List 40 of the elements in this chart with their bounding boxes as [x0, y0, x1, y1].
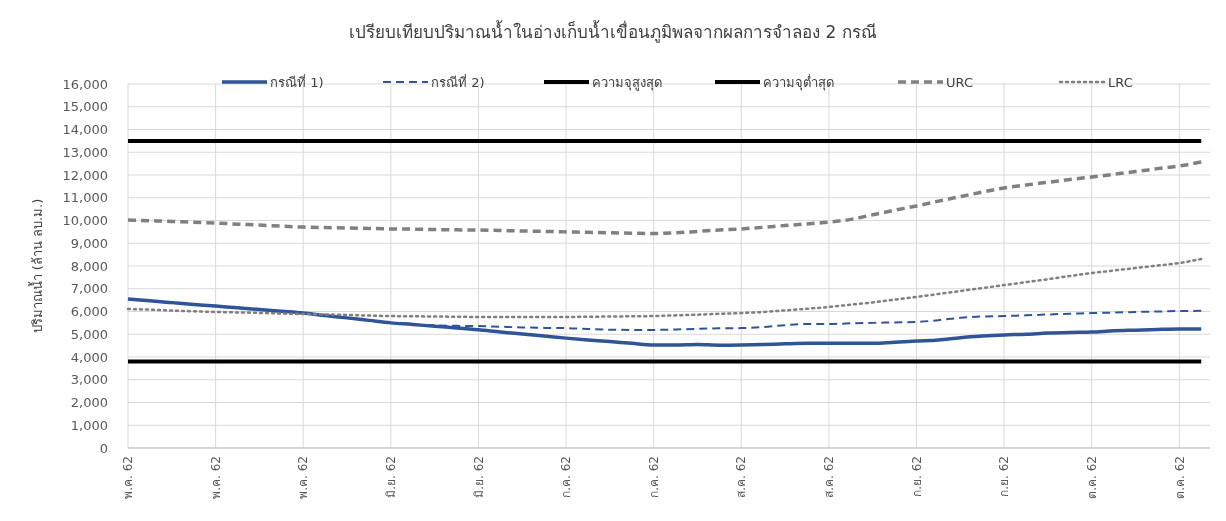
y-tick-label: 0	[99, 440, 108, 456]
x-tick-label: พ.ค. 62	[208, 456, 223, 499]
x-tick-label: ต.ค. 62	[1084, 456, 1099, 499]
y-tick-label: 2,000	[70, 395, 108, 411]
y-tick-label: 3,000	[70, 372, 108, 388]
chart-title: เปรียบเทียบปริมาณน้ำในอ่างเก็บน้ำเขื่อนภูมิพลจากผลการจำลอง 2 กรณี	[349, 20, 877, 43]
y-tick-label: 9,000	[70, 235, 108, 251]
y-tick-label: 10,000	[62, 213, 108, 229]
y-tick-label: 4,000	[70, 349, 108, 365]
x-tick-label: มิ.ย. 62	[384, 456, 399, 498]
legend-label: กรณีที่ 1)	[270, 73, 324, 90]
y-tick-label: 14,000	[62, 122, 108, 138]
y-axis-title: ปริมาณน้ำ (ล้าน ลบ.ม.)	[28, 198, 45, 334]
line-series	[126, 257, 1203, 319]
x-tick-label: ส.ค. 62	[734, 456, 749, 498]
legend-label: URC	[946, 74, 973, 90]
y-tick-label: 5,000	[70, 326, 108, 342]
y-tick-label: 11,000	[62, 190, 108, 206]
x-tick-label: ก.ย. 62	[997, 456, 1012, 497]
y-tick-label: 15,000	[62, 99, 108, 115]
y-tick-label: 6,000	[70, 304, 108, 320]
x-tick-label: พ.ค. 62	[121, 456, 136, 499]
y-tick-label: 8,000	[70, 258, 108, 274]
legend-label: ความจุสูงสุด	[592, 74, 662, 91]
x-tick-label: พ.ค. 62	[296, 456, 311, 499]
x-tick-label: ก.ย. 62	[909, 456, 924, 497]
legend-label: LRC	[1108, 74, 1133, 90]
x-tick-label: มิ.ย. 62	[471, 456, 486, 498]
y-tick-label: 7,000	[70, 281, 108, 297]
legend-label: ความจุต่ำสุด	[763, 73, 834, 91]
x-tick-label: ก.ค. 62	[646, 456, 661, 498]
y-tick-label: 1,000	[70, 417, 108, 433]
x-tick-label: ส.ค. 62	[822, 456, 837, 498]
line-series	[126, 160, 1203, 236]
legend-label: กรณีที่ 2)	[431, 73, 485, 90]
x-tick-label: ก.ค. 62	[559, 456, 574, 498]
x-tick-label: ต.ค. 62	[1172, 456, 1187, 499]
y-tick-label: 13,000	[62, 144, 108, 160]
y-tick-label: 12,000	[62, 167, 108, 183]
y-tick-label: 16,000	[62, 76, 108, 92]
